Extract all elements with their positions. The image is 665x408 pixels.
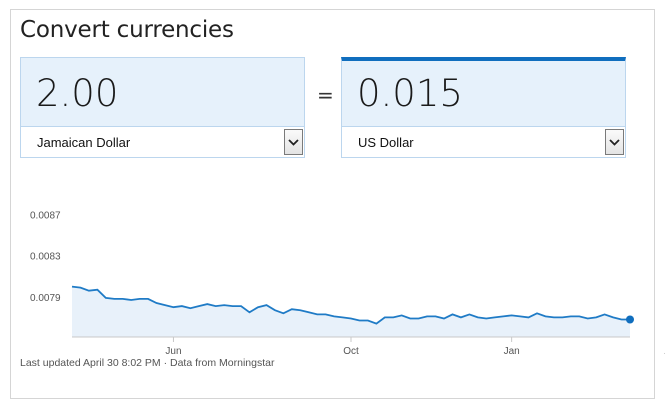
y-tick-label: 0.0087 bbox=[30, 211, 61, 222]
latest-rate-point[interactable] bbox=[626, 315, 634, 324]
to-currency-label: US Dollar bbox=[358, 135, 414, 150]
from-amount-box[interactable] bbox=[20, 57, 305, 127]
from-dropdown-button[interactable] bbox=[284, 129, 303, 155]
x-tick-label: Jun bbox=[165, 346, 181, 357]
to-dropdown-button[interactable] bbox=[605, 129, 624, 155]
from-currency-select[interactable]: Jamaican Dollar bbox=[20, 127, 305, 158]
from-amount-input[interactable] bbox=[36, 72, 286, 115]
y-tick-label: 0.0079 bbox=[30, 293, 61, 304]
card-title: Convert currencies bbox=[20, 17, 234, 43]
x-tick-label: Oct bbox=[343, 346, 359, 357]
to-amount-box[interactable] bbox=[341, 57, 626, 127]
chevron-down-icon bbox=[609, 138, 620, 146]
chevron-down-icon bbox=[288, 138, 299, 146]
x-tick-label: Jan bbox=[504, 346, 520, 357]
rate-series-line bbox=[71, 285, 630, 325]
to-amount-input[interactable] bbox=[357, 72, 607, 115]
y-tick-label: 0.0083 bbox=[30, 252, 61, 263]
last-updated-footer: Last updated April 30 8:02 PM · Data fro… bbox=[20, 357, 275, 369]
equals-sign: = bbox=[317, 83, 334, 107]
chart-area-fill bbox=[72, 286, 630, 337]
to-currency-select[interactable]: US Dollar bbox=[341, 127, 626, 158]
from-currency-label: Jamaican Dollar bbox=[37, 135, 131, 150]
